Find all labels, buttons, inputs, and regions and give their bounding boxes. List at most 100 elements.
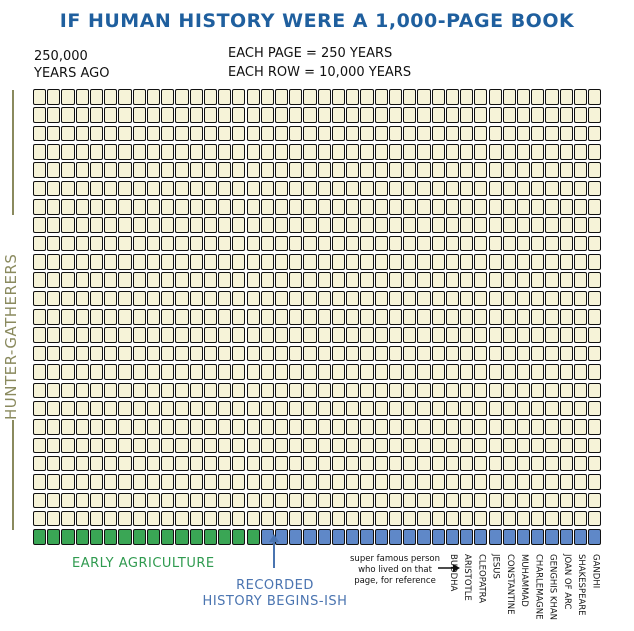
hunter-gatherer-page (104, 217, 118, 233)
hunter-gatherer-page (474, 345, 488, 362)
hunter-gatherer-page (89, 235, 104, 252)
hunter-gatherer-page (488, 327, 502, 343)
hunter-gatherer-page (545, 89, 559, 105)
hunter-gatherer-page (203, 144, 217, 160)
hunter-gatherer-page (460, 144, 474, 160)
hunter-gatherer-page (260, 290, 274, 307)
hunter-gatherer-page (346, 492, 360, 509)
hunter-gatherer-page (388, 125, 403, 142)
hunter-gatherer-page (317, 437, 331, 454)
hunter-gatherer-page (460, 492, 474, 509)
hunter-gatherer-page (460, 199, 474, 215)
hunter-gatherer-page (260, 309, 274, 325)
hunter-gatherer-page (274, 510, 289, 527)
hunter-gatherer-page (246, 327, 260, 343)
hunter-gatherer-page (47, 162, 61, 178)
hunter-gatherer-page (189, 382, 203, 398)
hunter-gatherer-page (573, 254, 588, 270)
page-row (33, 88, 627, 106)
hunter-gatherer-page (445, 290, 459, 307)
agriculture-page (104, 529, 118, 545)
hunter-gatherer-page (317, 455, 331, 472)
recorded-history-page (559, 529, 573, 545)
hunter-gatherer-page (89, 125, 104, 142)
hunter-gatherer-page (274, 144, 289, 160)
hunter-gatherer-page (175, 199, 189, 215)
hunter-gatherer-page (118, 144, 132, 160)
hunter-gatherer-page (317, 217, 331, 233)
hunter-gatherer-page (474, 382, 488, 398)
hunter-gatherer-page (146, 272, 161, 288)
hunter-gatherer-page (559, 125, 573, 142)
hunter-gatherer-page (331, 364, 346, 380)
hunter-gatherer-page (303, 125, 317, 142)
hunter-gatherer-page (360, 455, 374, 472)
hunter-gatherer-page (203, 400, 217, 417)
hunter-gatherer-page (488, 125, 502, 142)
hunter-gatherer-page (146, 419, 161, 435)
hunter-gatherer-page (346, 437, 360, 454)
hunter-gatherer-page (346, 125, 360, 142)
page-row (33, 345, 627, 363)
hunter-gatherer-page (516, 235, 531, 252)
hunter-gatherer-page (75, 144, 89, 160)
hunter-gatherer-page (488, 510, 502, 527)
hunter-gatherer-page (573, 144, 588, 160)
recorded-history-page (289, 529, 303, 545)
hunter-gatherer-page (274, 364, 289, 380)
hunter-gatherer-page (89, 510, 104, 527)
hunter-gatherer-page (61, 455, 75, 472)
hunter-gatherer-page (118, 162, 132, 178)
hunter-gatherer-page (289, 125, 303, 142)
hunter-gatherer-page (588, 492, 602, 509)
hunter-gatherer-page (573, 162, 588, 178)
hunter-gatherer-page (132, 162, 146, 178)
hunter-gatherer-page (531, 510, 545, 527)
person-label: BUDDHA (447, 554, 458, 592)
hunter-gatherer-page (218, 309, 232, 325)
page-row (33, 455, 627, 473)
hunter-gatherer-page (189, 272, 203, 288)
hunter-gatherer-page (161, 309, 175, 325)
hunter-gatherer-page (502, 327, 516, 343)
hunter-gatherer-page (132, 327, 146, 343)
hunter-gatherer-page (203, 510, 217, 527)
hunter-gatherer-page (460, 455, 474, 472)
hunter-gatherer-page (488, 144, 502, 160)
hunter-gatherer-page (502, 89, 516, 105)
page-row (33, 161, 627, 179)
hunter-gatherer-page (545, 437, 559, 454)
hunter-gatherer-page (118, 492, 132, 509)
hunter-gatherer-page (274, 180, 289, 197)
hunter-gatherer-page (232, 199, 246, 215)
hunter-gatherer-page (47, 419, 61, 435)
hunter-gatherer-page (403, 309, 417, 325)
hunter-gatherer-page (531, 345, 545, 362)
hunter-gatherer-page (346, 510, 360, 527)
hunter-gatherer-page (246, 437, 260, 454)
hunter-gatherer-page (360, 492, 374, 509)
hunter-gatherer-page (488, 217, 502, 233)
hunter-gatherer-page (89, 419, 104, 435)
hunter-gatherer-page (33, 89, 47, 105)
hunter-gatherer-page (516, 510, 531, 527)
hunter-gatherer-page (474, 235, 488, 252)
hunter-gatherer-page (346, 345, 360, 362)
hunter-gatherer-page (516, 419, 531, 435)
hunter-gatherer-page (289, 309, 303, 325)
hunter-gatherer-page (374, 327, 388, 343)
hunter-gatherer-page (203, 382, 217, 398)
hunter-gatherer-page (33, 290, 47, 307)
hunter-gatherer-page (346, 180, 360, 197)
hunter-gatherer-page (488, 437, 502, 454)
hunter-gatherer-page (374, 180, 388, 197)
hunter-gatherer-page (189, 107, 203, 123)
hunter-gatherer-page (118, 455, 132, 472)
hunter-gatherer-page (374, 492, 388, 509)
hunter-gatherer-page (502, 162, 516, 178)
hunter-gatherer-page (431, 382, 445, 398)
hunter-gatherer-page (531, 327, 545, 343)
hunter-gatherer-page (346, 199, 360, 215)
hunter-gatherer-page (61, 492, 75, 509)
hunter-gatherer-page (431, 510, 445, 527)
